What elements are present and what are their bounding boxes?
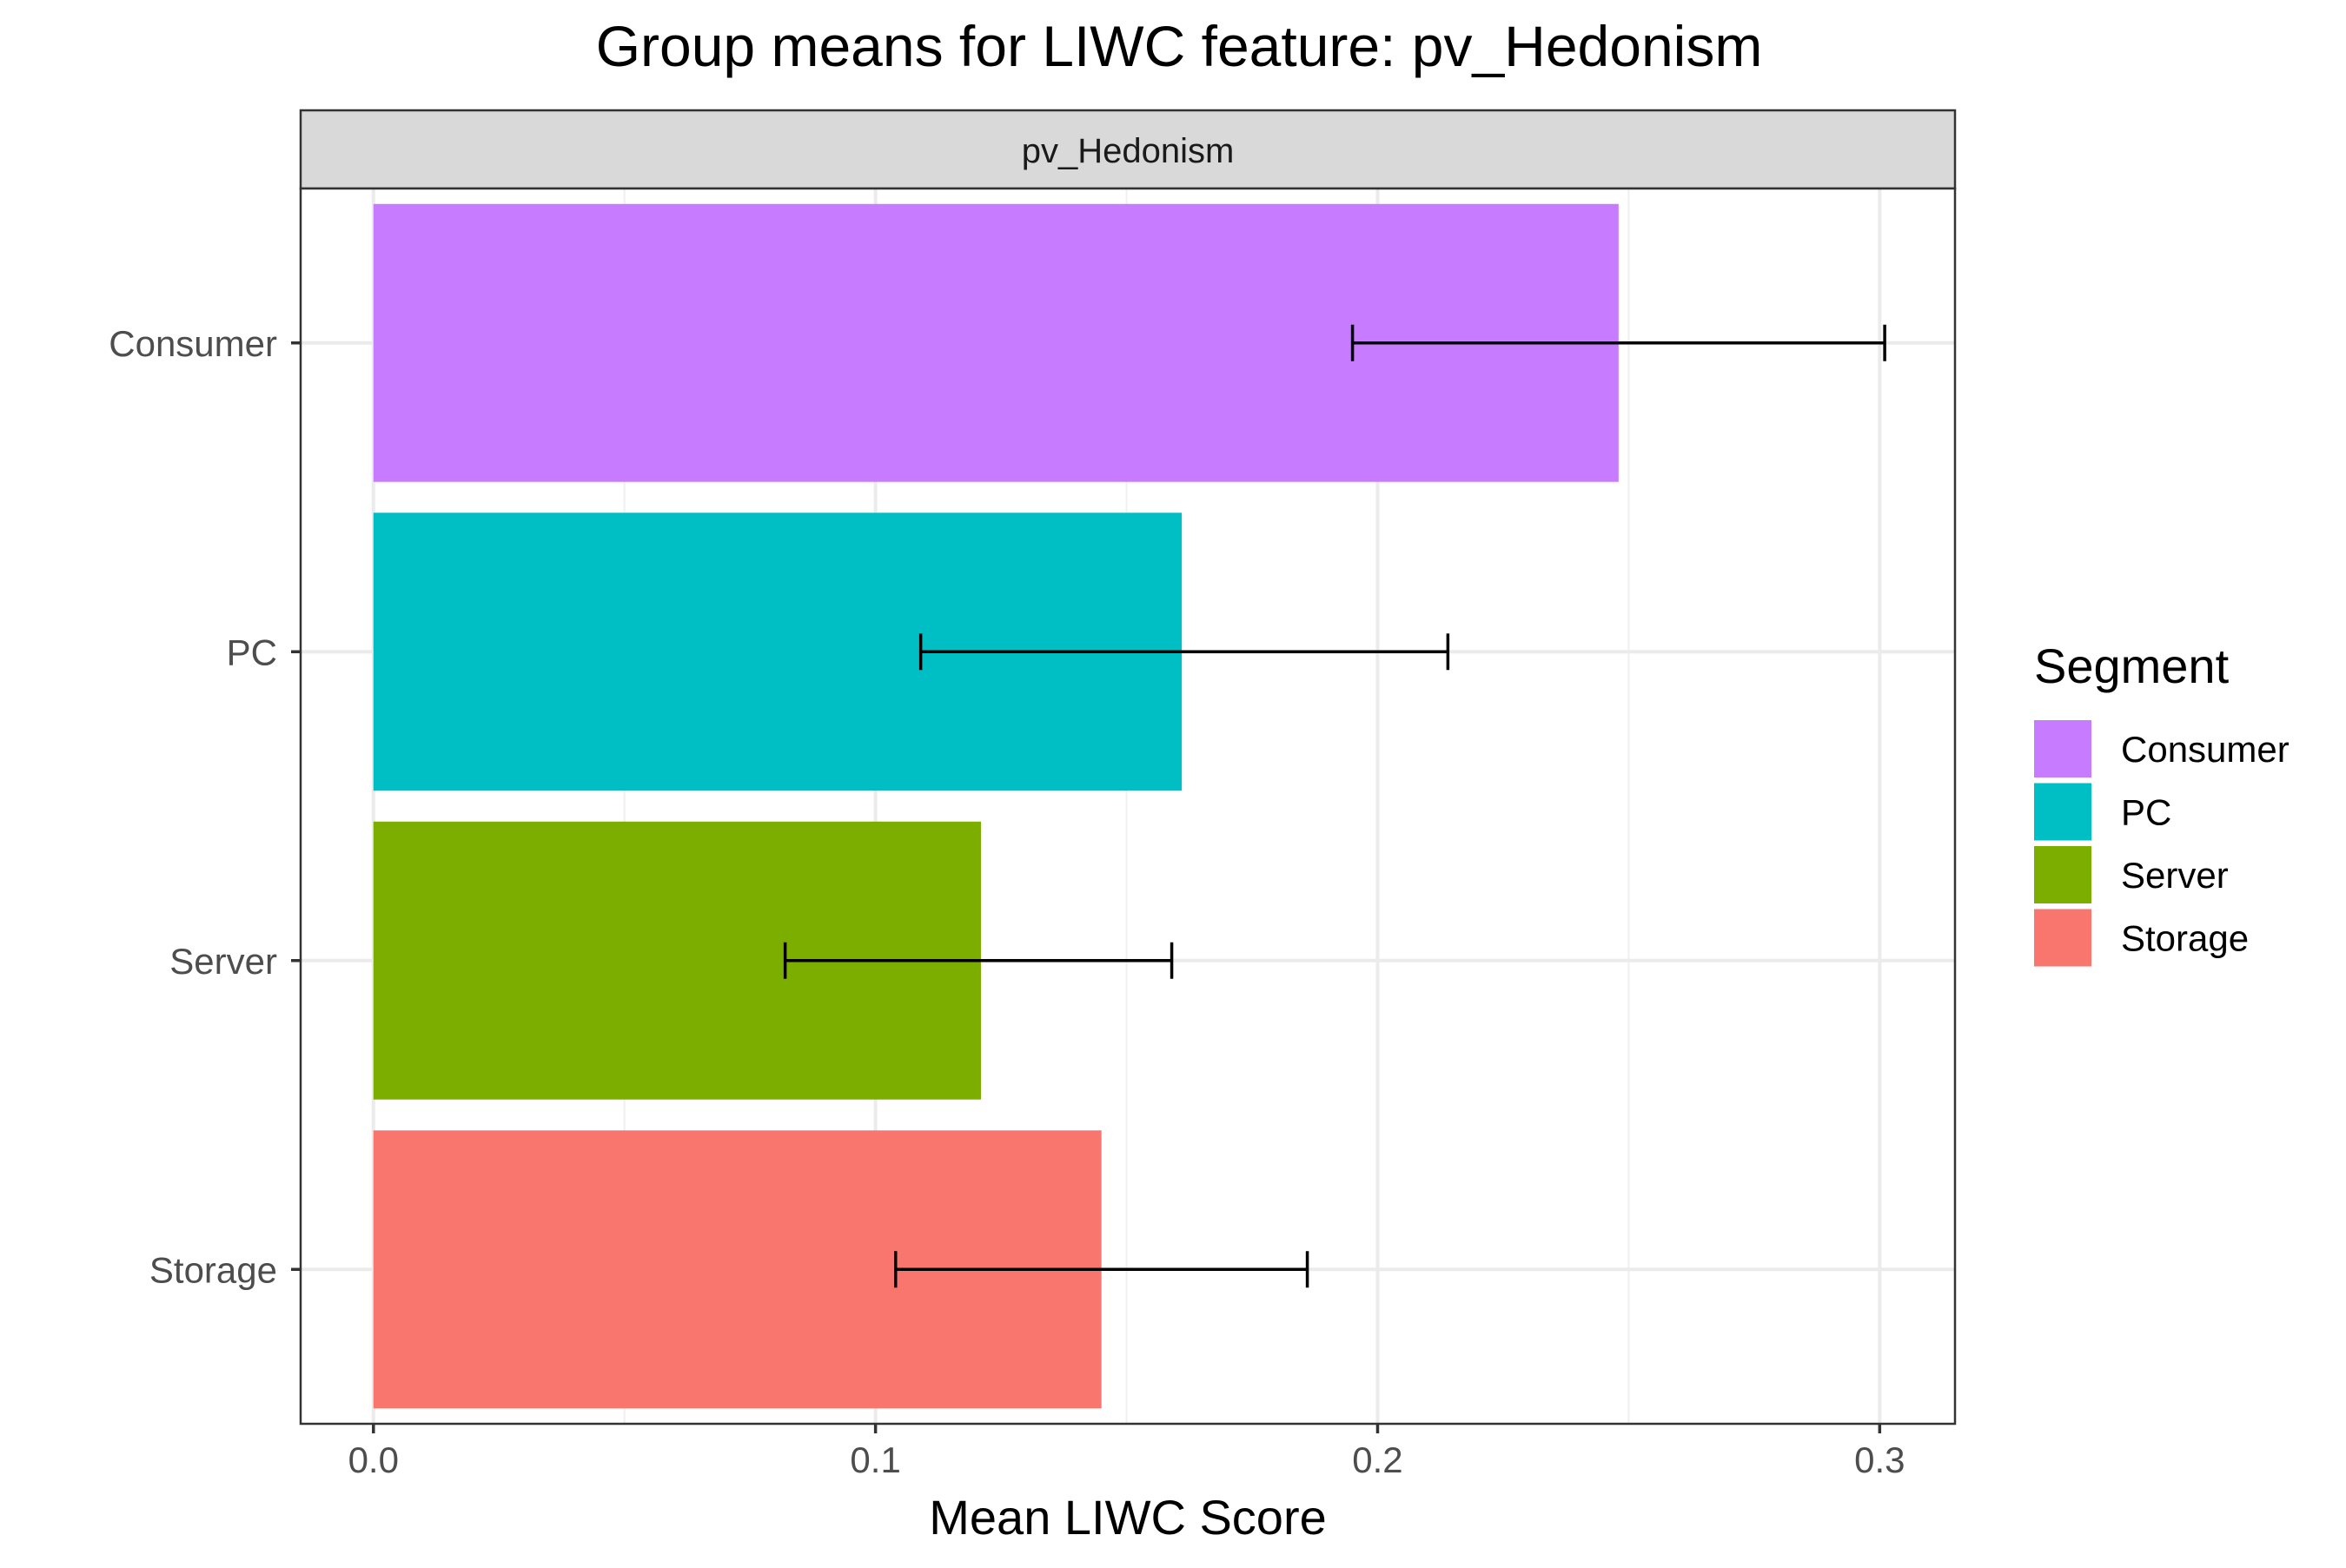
x-tick-label: 0.3 [1854, 1439, 1905, 1480]
chart-title: Group means for LIWC feature: pv_Hedonis… [596, 14, 1763, 78]
y-tick-label-pc: PC [227, 632, 277, 672]
legend-swatch-consumer [2034, 720, 2091, 777]
legend-title: Segment [2034, 638, 2230, 693]
error-bar-consumer [1350, 324, 1886, 361]
legend-swatch-server [2034, 846, 2091, 903]
legend-item-pc: PC [2034, 783, 2171, 841]
x-axis: 0.0 0.1 0.2 0.3 [348, 1424, 1905, 1480]
error-bar-storage [893, 1251, 1309, 1288]
legend-swatch-storage [2034, 909, 2091, 967]
error-bar-pc [918, 633, 1450, 671]
y-tick-label-server: Server [169, 941, 277, 982]
x-tick-label: 0.1 [850, 1439, 900, 1480]
x-tick-label: 0.0 [348, 1439, 399, 1480]
y-axis: Consumer PC Server Storage [109, 323, 301, 1290]
legend-label-server: Server [2121, 855, 2229, 896]
legend-swatch-pc [2034, 783, 2091, 841]
legend-label-pc: PC [2121, 792, 2171, 833]
error-bar-server [783, 942, 1174, 979]
plot-panel-border [299, 187, 1957, 1426]
x-tick-label: 0.2 [1352, 1439, 1402, 1480]
facet-strip [299, 109, 1957, 190]
y-tick-label-consumer: Consumer [109, 323, 277, 364]
x-axis-title: Mean LIWC Score [929, 1490, 1327, 1545]
legend-item-consumer: Consumer [2034, 720, 2290, 777]
legend-label-storage: Storage [2121, 918, 2249, 959]
error-bars [783, 324, 1886, 1288]
legend-label-consumer: Consumer [2121, 729, 2290, 770]
legend-item-storage: Storage [2034, 909, 2249, 967]
legend: Segment Consumer PC Server Storage [2034, 638, 2290, 967]
y-tick-label-storage: Storage [149, 1249, 277, 1290]
legend-item-server: Server [2034, 846, 2229, 903]
facet-strip-label: pv_Hedonism [1022, 132, 1235, 170]
bars [373, 203, 1619, 1409]
